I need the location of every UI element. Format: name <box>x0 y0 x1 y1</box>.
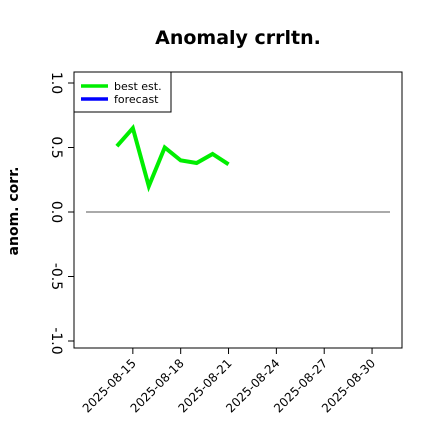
y-tick-label: -0.5 <box>48 263 64 290</box>
plot-frame <box>73 71 403 349</box>
y-axis-label: anom. corr. <box>6 167 22 256</box>
y-axis: -1.0 -0.5 0.0 0.5 1.0 <box>48 72 74 355</box>
y-tick-label: 1.0 <box>48 72 64 94</box>
y-tick-label: 0.5 <box>48 136 64 158</box>
legend-label: forecast <box>114 93 159 106</box>
series-line-best-est <box>115 124 230 193</box>
legend-label: best est. <box>114 80 162 93</box>
legend: best est.forecast <box>73 71 172 113</box>
y-tick-label: 0.0 <box>48 201 64 223</box>
y-tick-label: -1.0 <box>48 327 64 354</box>
x-axis: 2025-08-152025-08-182025-08-212025-08-24… <box>80 348 378 415</box>
chart-title: Anomaly crrltn. <box>155 27 321 49</box>
series-layer <box>115 124 230 193</box>
legend-box <box>73 71 172 113</box>
